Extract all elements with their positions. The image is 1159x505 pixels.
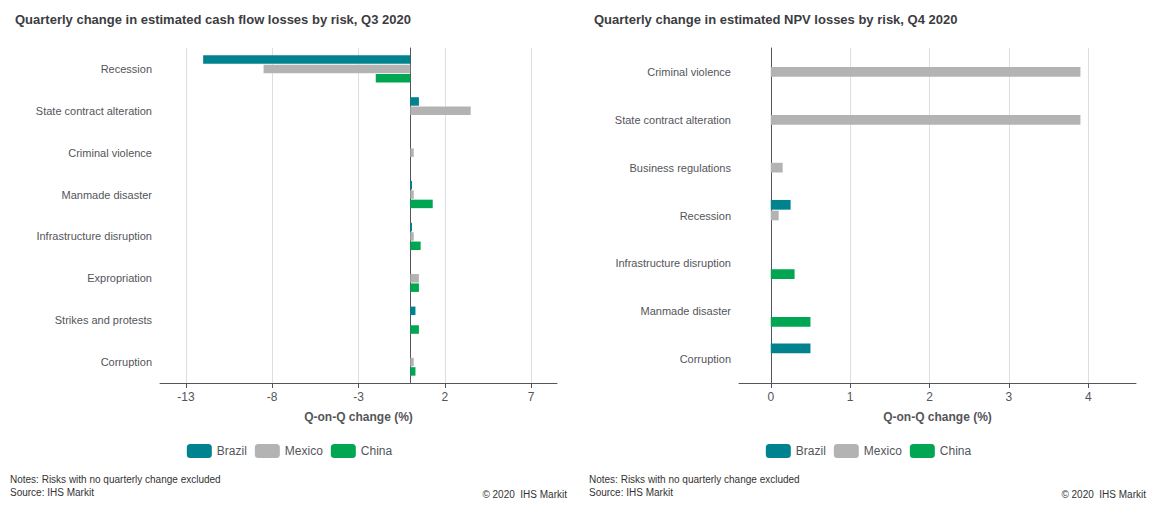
svg-text:Notes: Risks with no quarterly: Notes: Risks with no quarterly change ex… [589,474,800,485]
svg-text:State contract alteration: State contract alteration [36,105,152,117]
svg-text:Infrastructure disruption: Infrastructure disruption [36,230,152,242]
svg-text:7: 7 [528,390,535,404]
svg-text:Brazil: Brazil [796,444,826,458]
svg-text:Expropriation: Expropriation [87,272,152,284]
svg-text:Q-on-Q change (%): Q-on-Q change (%) [883,410,992,424]
svg-text:© 2020 IHS Markit: © 2020 IHS Markit [1061,489,1146,500]
svg-text:Recession: Recession [101,63,152,75]
svg-text:Manmade disaster: Manmade disaster [62,189,153,201]
svg-text:Notes: Risks with no quarterly: Notes: Risks with no quarterly change ex… [10,474,221,485]
svg-text:China: China [361,444,393,458]
svg-text:-3: -3 [353,390,364,404]
svg-text:Corruption: Corruption [101,356,152,368]
svg-text:Strikes and protests: Strikes and protests [55,314,153,326]
svg-text:Corruption: Corruption [680,353,731,365]
svg-text:Infrastructure disruption: Infrastructure disruption [615,257,731,269]
svg-text:Source: IHS Markit: Source: IHS Markit [10,487,94,498]
svg-text:State contract alteration: State contract alteration [615,114,731,126]
svg-text:-8: -8 [267,390,278,404]
svg-text:Source: IHS Markit: Source: IHS Markit [589,487,673,498]
svg-text:Criminal violence: Criminal violence [647,66,731,78]
svg-text:Recession: Recession [680,210,731,222]
svg-text:Quarterly change in estimated: Quarterly change in estimated cash flow … [15,12,411,27]
svg-text:Q-on-Q change (%): Q-on-Q change (%) [304,410,413,424]
svg-text:© 2020 IHS Markit: © 2020 IHS Markit [482,489,567,500]
svg-text:Mexico: Mexico [285,444,323,458]
svg-text:0: 0 [767,390,774,404]
svg-text:Manmade disaster: Manmade disaster [641,305,732,317]
svg-text:China: China [940,444,972,458]
svg-text:Quarterly change in estimated: Quarterly change in estimated NPV losses… [594,12,957,27]
svg-text:2: 2 [926,390,933,404]
svg-text:-13: -13 [177,390,195,404]
svg-text:2: 2 [441,390,448,404]
svg-text:Mexico: Mexico [864,444,902,458]
svg-text:3: 3 [1006,390,1013,404]
svg-text:Criminal violence: Criminal violence [68,147,152,159]
svg-text:1: 1 [847,390,854,404]
svg-text:Brazil: Brazil [217,444,247,458]
svg-text:4: 4 [1085,390,1092,404]
svg-text:Business regulations: Business regulations [629,162,731,174]
